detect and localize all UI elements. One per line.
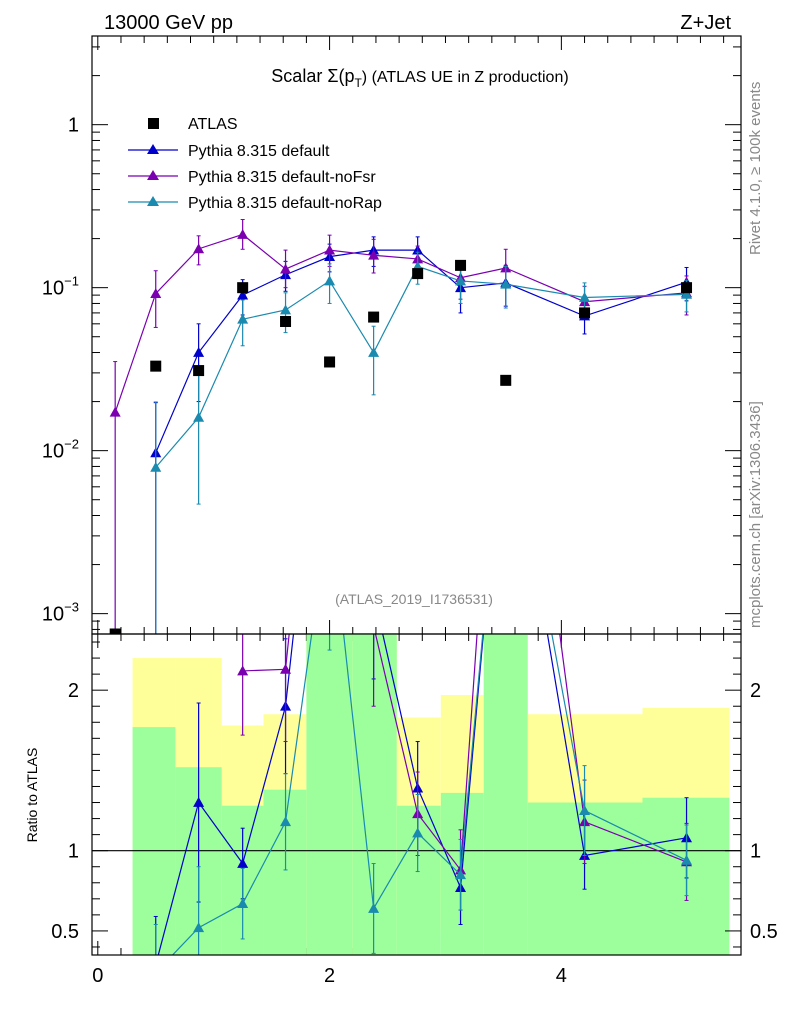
legend-marker-default: [147, 144, 159, 154]
data-point-nofsr: [150, 288, 162, 298]
band-inner: [396, 805, 441, 955]
data-point-norap: [500, 278, 512, 289]
x-tick-label: 2: [324, 965, 335, 987]
data-point-nofsr: [193, 243, 205, 254]
data-point-atlas: [150, 360, 162, 372]
ratio-y-tick-label: 0.5: [51, 921, 79, 943]
ratio-bands: [132, 634, 730, 955]
y-tick-label: 10−2: [42, 437, 79, 463]
legend: ATLAS Pythia 8.315 default Pythia 8.315 …: [128, 116, 382, 212]
ratio-y-tick-label-right: 2: [750, 680, 761, 702]
legend-marker-atlas: [148, 118, 159, 129]
ratio-point-norap: [237, 898, 249, 909]
data-point-norap: [579, 292, 591, 302]
ratio-point-norap: [324, 500, 335, 510]
ratio-y-tick-label: 1: [68, 841, 79, 863]
data-point-atlas: [237, 282, 249, 294]
ratio-point-default: [237, 858, 249, 868]
ratio-point-default: [193, 797, 205, 807]
ratio-line-default: [157, 634, 687, 955]
band-inner: [352, 634, 397, 955]
data-point-nofsr: [109, 406, 121, 417]
band-inner: [483, 634, 528, 955]
data-point-norap: [237, 313, 249, 324]
data-point-nofsr: [368, 249, 380, 260]
data-point-atlas: [368, 311, 380, 323]
ratio-point-nofsr: [368, 620, 379, 630]
legend-label-default: Pythia 8.315 default: [188, 143, 330, 160]
ratio-panel: 0 2 4 0.5 0.5 1 1 2 2: [51, 219, 778, 987]
ratio-point-norap: [150, 967, 161, 977]
x-tick-label: 0: [92, 965, 103, 987]
energy-label: 13000 GeV pp: [104, 12, 233, 34]
data-point-default: [237, 289, 249, 300]
data-point-norap: [368, 347, 380, 357]
data-point-norap: [324, 275, 336, 286]
ratio-point-default: [150, 959, 161, 969]
legend-label-norap: Pythia 8.315 default-noRap: [188, 195, 382, 212]
analysis-label: (ATLAS_2019_I1736531): [335, 591, 493, 607]
ratio-y-tick-label-right: 0.5: [750, 921, 778, 943]
series-line-nofsr: [114, 233, 687, 413]
main-panel: 1 10−1 10−2 10−3: [42, 35, 742, 955]
data-point-norap: [455, 275, 467, 286]
ratio-ylabel: Ratio to ATLAS: [24, 748, 40, 843]
data-point-atlas: [193, 365, 205, 377]
rivet-label: Rivet 4.1.0, ≥ 100k events: [747, 82, 764, 255]
data-point-nofsr: [324, 244, 336, 255]
data-point-default: [193, 347, 205, 357]
ratio-frame: [91, 633, 742, 956]
ratio-point-norap: [681, 854, 693, 865]
ratio-point-norap: [280, 816, 292, 827]
legend-label-atlas: ATLAS: [188, 116, 238, 133]
ratio-point-norap: [455, 869, 467, 880]
y-tick-label: 10−1: [42, 274, 79, 300]
data-point-norap: [681, 288, 693, 299]
legend-label-nofsr: Pythia 8.315 default-noFsr: [188, 169, 376, 186]
data-point-norap: [150, 461, 162, 472]
ratio-plot-area: [150, 219, 693, 977]
ratio-y-tick-label-right: 1: [750, 841, 761, 863]
data-point-atlas: [455, 259, 467, 271]
ratio-point-norap: [193, 922, 205, 933]
mcplots-label: mcplots.cern.ch [arXiv:1306.3436]: [747, 401, 764, 628]
data-point-norap: [280, 304, 292, 315]
data-point-atlas: [579, 307, 591, 319]
ratio-point-norap: [579, 805, 591, 815]
ratio-point-nofsr: [237, 665, 249, 676]
ratio-point-nofsr: [280, 663, 292, 674]
legend-marker-norap: [147, 196, 159, 206]
ratio-point-norap: [412, 827, 424, 838]
series-line-default: [155, 249, 687, 454]
ratio-point-nofsr: [500, 219, 511, 229]
data-point-atlas: [109, 628, 121, 634]
process-label: Z+Jet: [680, 12, 731, 34]
data-point-norap: [193, 411, 205, 422]
data-point-atlas: [324, 356, 336, 368]
ratio-y-tick-label: 2: [68, 680, 79, 702]
y-tick-label: 10−3: [42, 600, 79, 626]
data-point-atlas: [681, 282, 693, 294]
legend-marker-nofsr: [147, 170, 159, 180]
main-plot-area: [109, 218, 693, 634]
band-inner: [132, 727, 176, 955]
data-point-atlas: [500, 374, 512, 386]
data-point-atlas: [280, 316, 292, 328]
series-line-norap: [155, 265, 687, 468]
chart-title: Scalar Σ(pT) (ATLAS UE in Z production): [271, 66, 568, 90]
ratio-point-norap: [368, 902, 380, 913]
data-point-nofsr: [280, 263, 292, 274]
data-point-atlas: [412, 268, 424, 280]
y-tick-label: 1: [68, 115, 79, 137]
x-tick-label: 4: [556, 965, 567, 987]
band-inner: [306, 634, 353, 955]
data-point-nofsr: [237, 228, 249, 239]
